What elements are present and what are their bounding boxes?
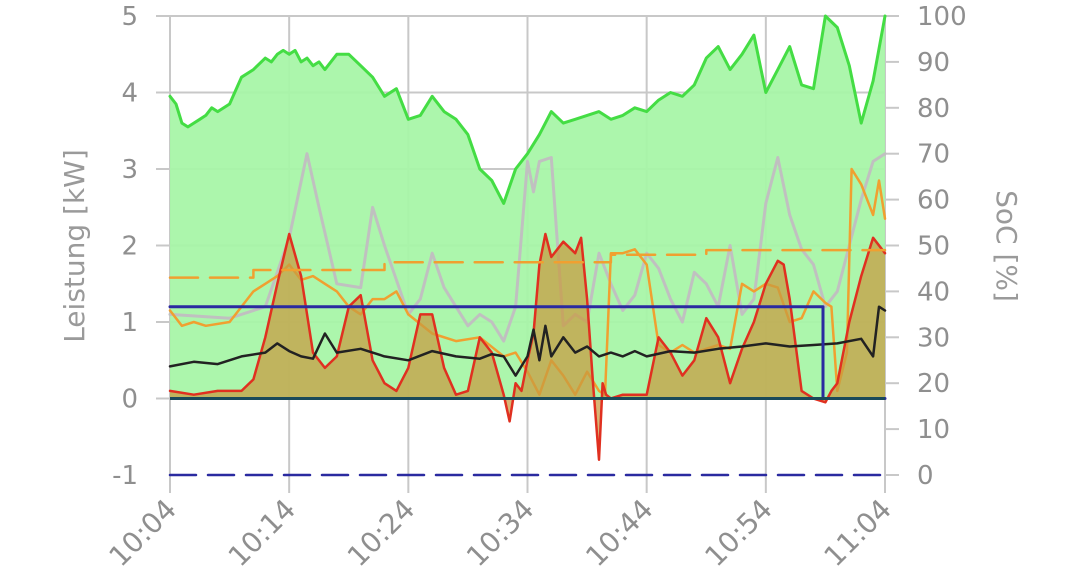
y-right-tick-label: 40 (917, 277, 950, 307)
y-tick-label: 4 (121, 79, 138, 109)
y-right-tick-label: 10 (917, 415, 950, 445)
y-axis-right-title: SoC [%] (990, 190, 1023, 302)
y-right-tick-label: 30 (917, 323, 950, 353)
x-tick-label: 10:04 (103, 493, 183, 573)
x-tick-label: 10:34 (460, 493, 540, 573)
y-axis-title: Leistung [kW] (58, 149, 91, 343)
y-right-tick-label: 60 (917, 186, 950, 216)
series-area-green-area (170, 16, 885, 399)
y-tick-label: 5 (121, 2, 138, 32)
y-right-tick-label: 90 (917, 48, 950, 78)
y-tick-label: 1 (121, 308, 138, 338)
x-tick-label: 10:24 (341, 493, 421, 573)
y-tick-label: 3 (121, 155, 138, 185)
x-tick-label: 10:14 (222, 493, 302, 573)
y-right-tick-label: 20 (917, 369, 950, 399)
y-right-tick-label: 50 (917, 232, 950, 262)
y-right-tick-label: 0 (917, 461, 934, 491)
y-tick-label: -1 (112, 461, 138, 491)
y-right-tick-label: 100 (917, 2, 967, 32)
series-line-green-area (168, 14, 887, 205)
series-line-red-area (168, 232, 887, 461)
x-tick-label: 10:54 (698, 493, 778, 573)
series-layer (168, 14, 887, 477)
y-tick-label: 2 (121, 232, 138, 262)
series-line-black-line (168, 305, 887, 377)
y-tick-label: 0 (121, 385, 138, 415)
x-tick-label: 11:04 (818, 493, 898, 573)
series-line-orange-dashed (168, 248, 887, 279)
y-right-tick-label: 80 (917, 94, 950, 124)
y-right-tick-label: 70 (917, 140, 950, 170)
x-tick-label: 10:44 (579, 493, 659, 573)
